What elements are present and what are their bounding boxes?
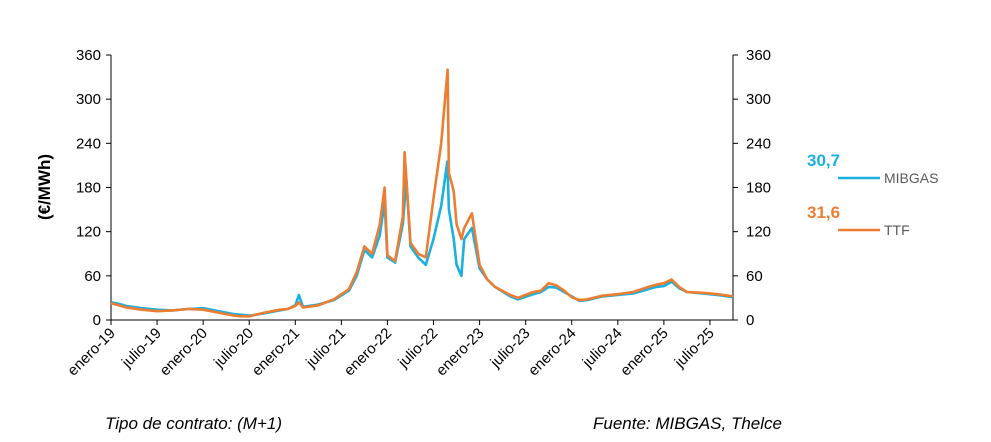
legend-last-value-mibgas: 30,7 xyxy=(807,151,840,170)
x-tick-label: enero-25 xyxy=(617,325,671,379)
y-tick-label-left: 0 xyxy=(93,312,101,329)
contract-type-note: Tipo de contrato: (M+1) xyxy=(105,414,283,433)
y-tick-label-left: 180 xyxy=(76,180,101,197)
y-tick-label-right: 120 xyxy=(746,224,771,241)
y-tick-label-left: 300 xyxy=(76,91,101,108)
x-tick-label: enero-22 xyxy=(341,325,395,379)
y-tick-label-right: 300 xyxy=(746,91,771,108)
y-tick-label-left: 240 xyxy=(76,135,101,152)
x-tick-label: enero-21 xyxy=(249,325,303,379)
y-tick-label-right: 360 xyxy=(746,47,771,64)
chart-legend: MIBGAS 30,7 TTF 31,6 xyxy=(807,151,938,238)
chart-series xyxy=(110,68,734,318)
chart-axes xyxy=(110,55,734,321)
x-tick-label: julio-25 xyxy=(671,325,718,372)
y-tick-label-right: 240 xyxy=(746,135,771,152)
legend-label-ttf: TTF xyxy=(884,222,910,238)
y-tick-label-left: 360 xyxy=(76,47,101,64)
y-axis-right-ticks: 0 60 120 180 240 300 360 xyxy=(733,47,771,329)
y-tick-label-right: 60 xyxy=(746,268,763,285)
series-line-ttf xyxy=(110,68,734,318)
x-tick-label: enero-20 xyxy=(156,325,210,379)
source-note: Fuente: MIBGAS, Thelce xyxy=(593,414,782,433)
legend-label-mibgas: MIBGAS xyxy=(884,170,938,186)
x-tick-label: enero-19 xyxy=(64,325,118,379)
y-tick-label-right: 180 xyxy=(746,180,771,197)
y-tick-label-left: 60 xyxy=(84,268,101,285)
y-tick-label-left: 120 xyxy=(76,224,101,241)
y-tick-label-right: 0 xyxy=(746,312,754,329)
legend-last-value-ttf: 31,6 xyxy=(807,203,840,222)
series-line-mibgas xyxy=(110,160,734,317)
x-tick-label: enero-24 xyxy=(525,325,579,379)
y-axis-label: (€/MWh) xyxy=(35,154,54,220)
y-axis-left-ticks: 0 60 120 180 240 300 360 xyxy=(76,47,111,329)
x-tick-label: enero-23 xyxy=(433,325,487,379)
